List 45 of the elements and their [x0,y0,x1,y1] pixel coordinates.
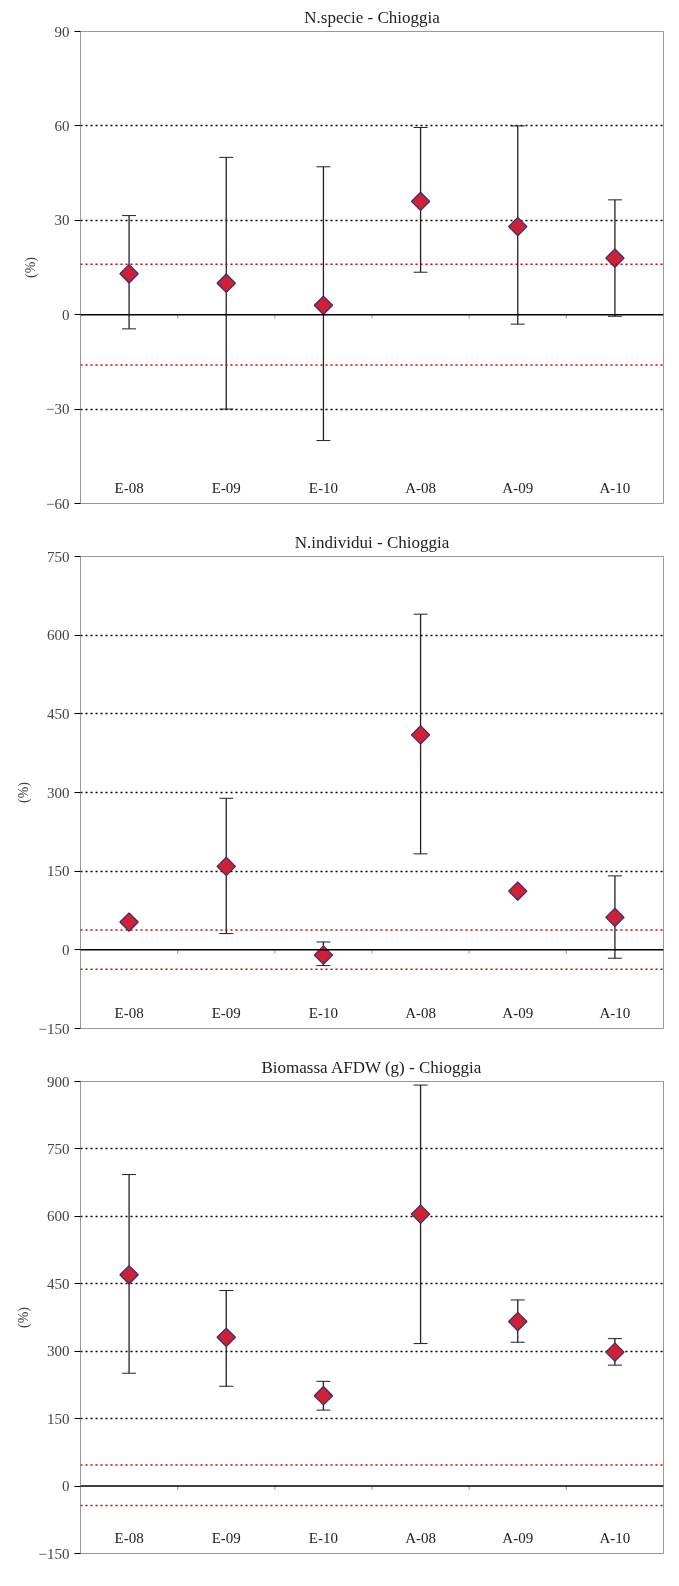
y-tick-label: 450 [47,705,70,722]
y-tick-label: 450 [47,1275,70,1292]
y-axis-title: (%) [15,781,32,803]
y-tick-label: 90 [54,23,70,40]
x-tick-label: A-10 [599,1004,631,1021]
y-axis-title: (%) [23,256,40,278]
x-tick-label: E-09 [211,1529,241,1546]
x-tick-label: A-08 [405,1004,436,1021]
y-tick-label: −60 [46,495,70,512]
y-tick-label: 750 [47,548,70,565]
y-tick-label: 150 [47,1410,70,1427]
x-tick-label: A-09 [502,479,534,496]
y-tick-label: 750 [47,1140,70,1157]
y-tick-label: −150 [38,1545,70,1562]
y-axis-title: (%) [15,1306,32,1328]
y-tick-label: −150 [38,1020,70,1037]
x-tick-label: A-10 [599,479,631,496]
x-tick-label: E-09 [211,479,241,496]
y-tick-label: 0 [62,1478,70,1495]
chart-title: N.individui - Chioggia [294,532,450,552]
x-tick-label: E-10 [308,1004,339,1021]
x-tick-label: E-08 [114,479,144,496]
x-tick-label: A-08 [405,479,436,496]
x-tick-label: E-10 [308,1529,339,1546]
x-tick-label: A-09 [502,1004,534,1021]
x-tick-label: A-09 [502,1529,534,1546]
x-tick-label: E-09 [211,1004,241,1021]
x-tick-label: E-08 [114,1529,144,1546]
x-tick-label: A-08 [405,1529,436,1546]
y-tick-label: 0 [62,306,70,323]
y-tick-label: 60 [54,117,70,134]
y-tick-label: 300 [47,784,70,801]
y-tick-label: 150 [47,863,70,880]
x-tick-label: E-08 [114,1004,144,1021]
y-tick-label: 0 [62,941,70,958]
y-tick-label: 600 [47,627,70,644]
chart-title: N.specie - Chioggia [304,7,441,27]
y-tick-label: 30 [54,212,70,229]
y-tick-label: 300 [47,1343,70,1360]
y-tick-label: −30 [46,401,70,418]
x-tick-label: E-10 [308,479,339,496]
y-tick-label: 900 [47,1073,70,1090]
x-tick-label: A-10 [599,1529,631,1546]
chart-title: Biomassa AFDW (g) - Chioggia [261,1057,482,1077]
y-tick-label: 600 [47,1208,70,1225]
